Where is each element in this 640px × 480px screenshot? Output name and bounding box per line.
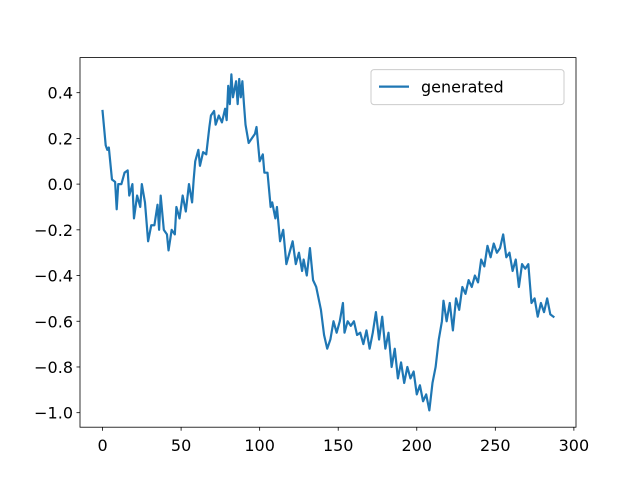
x-tick-label: 0 <box>97 436 107 455</box>
x-tick-label: 250 <box>480 436 511 455</box>
y-tick-label: 0.4 <box>48 84 73 103</box>
x-tick-label: 100 <box>244 436 275 455</box>
x-tick-label: 150 <box>323 436 354 455</box>
x-tick-label: 200 <box>401 436 432 455</box>
y-tick-label: −0.4 <box>34 267 73 286</box>
y-tick-label: −1.0 <box>34 404 73 423</box>
x-tick-label: 50 <box>171 436 191 455</box>
legend-label: generated <box>421 78 504 97</box>
y-tick-label: −0.6 <box>34 312 73 331</box>
y-tick-label: −0.2 <box>34 221 73 240</box>
y-tick-label: 0.0 <box>48 175 73 194</box>
y-tick-label: −0.8 <box>34 358 73 377</box>
y-tick-label: 0.2 <box>48 129 73 148</box>
axes-frame <box>79 57 577 428</box>
data-line <box>101 73 555 412</box>
legend: generated <box>370 69 565 106</box>
x-tick-label: 300 <box>559 436 590 455</box>
legend-box <box>370 69 565 106</box>
